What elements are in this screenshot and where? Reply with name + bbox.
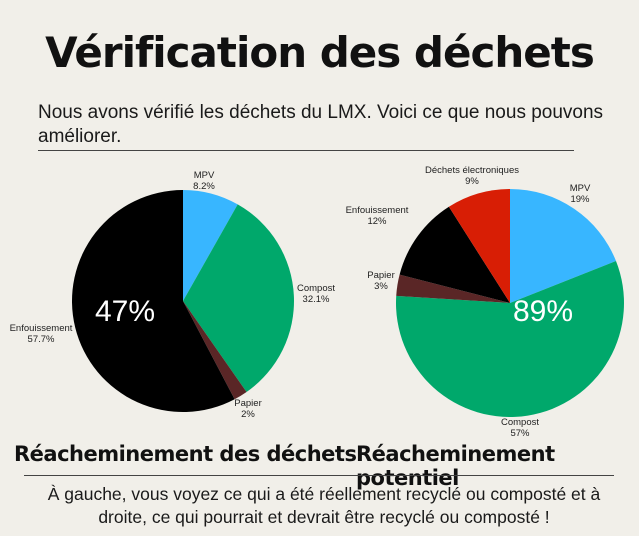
pie-slice-potential-enfouissement (399, 206, 510, 303)
slice-value-label: 57.7% (28, 334, 55, 345)
slice-value-label: 32.1% (303, 294, 330, 305)
slice-label: Enfouissement (346, 205, 409, 216)
slice-value-label: 57% (510, 428, 530, 439)
pie-slice-actual-enfouissement (72, 190, 235, 412)
slice-value-label: 8.2% (193, 181, 215, 192)
pie-slice-actual-mpv (183, 190, 238, 301)
intro-text: Nous avons vérifié les déchets du LMX. V… (38, 102, 604, 147)
pie-slice-potential-dechets-electroniques (448, 189, 510, 303)
slice-label: Papier (234, 398, 261, 409)
slice-label: MPV (570, 183, 591, 194)
slice-value-label: 2% (241, 409, 255, 420)
slice-label: Papier (367, 270, 394, 281)
slice-value-label: 19% (570, 194, 590, 205)
pie-center-percentage: 47% (95, 295, 155, 328)
slice-label: Déchets électroniques (425, 165, 519, 176)
pie-slice-potential-papier (396, 274, 510, 303)
right-chart-title: Réacheminement potentiel (356, 442, 555, 490)
footer-divider (24, 475, 614, 476)
pie-slice-potential-compost (395, 261, 624, 417)
slice-label: Compost (297, 283, 335, 294)
left-chart-title: Réacheminement des déchets (14, 442, 357, 466)
slice-value-label: 9% (465, 176, 479, 187)
slice-label: Compost (501, 417, 539, 428)
intro-divider (38, 150, 574, 151)
slice-label: MPV (194, 170, 215, 181)
pie-slice-actual-compost (183, 204, 294, 393)
slice-value-label: 3% (374, 281, 388, 292)
page-title: Vérification des déchets (45, 28, 595, 77)
pie-slice-actual-papier (183, 301, 247, 400)
pie-center-percentage: 89% (513, 295, 573, 328)
pie-slice-potential-mpv (510, 189, 616, 303)
slice-label: Enfouissement (10, 323, 73, 334)
footer-text: À gauche, vous voyez ce qui a été réelle… (47, 484, 601, 527)
slice-value-label: 12% (367, 216, 387, 227)
